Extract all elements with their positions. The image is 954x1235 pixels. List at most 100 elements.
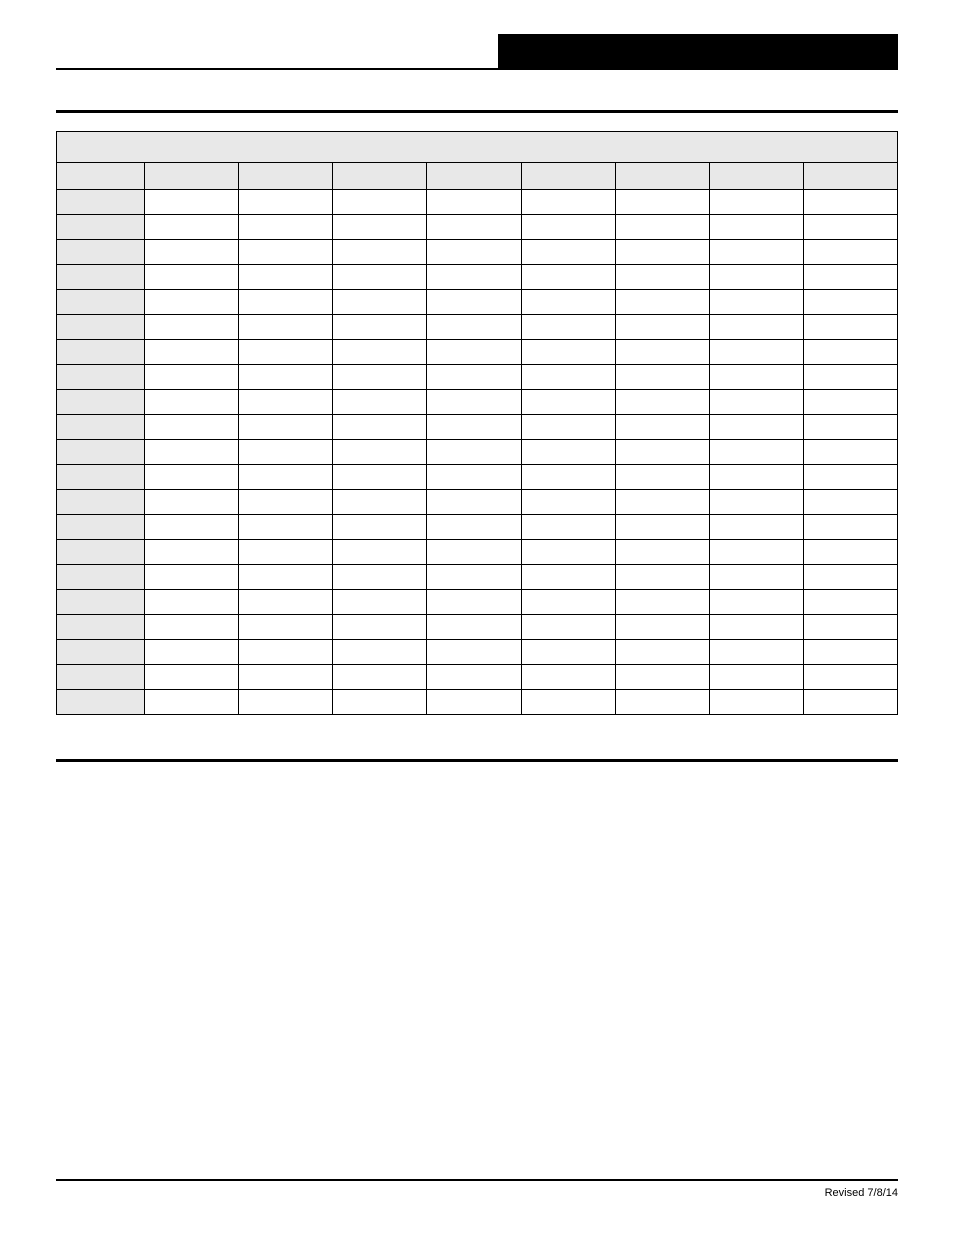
table-cell	[145, 665, 239, 690]
table-cell	[803, 465, 897, 490]
table-cell	[145, 240, 239, 265]
table-cell	[427, 590, 521, 615]
footer-rule	[56, 1179, 898, 1181]
table-cell	[427, 690, 521, 715]
table-cell	[521, 190, 615, 215]
table-cell	[145, 340, 239, 365]
table-title-row	[57, 132, 898, 163]
table-cell	[333, 215, 427, 240]
page-footer: Revised 7/8/14	[56, 1179, 898, 1199]
table-row-header	[57, 515, 145, 540]
table-cell	[239, 215, 333, 240]
table-cell	[239, 665, 333, 690]
table-cell	[709, 665, 803, 690]
table-cell	[709, 465, 803, 490]
table-row	[57, 665, 898, 690]
table-cell	[427, 240, 521, 265]
table-column-header	[521, 163, 615, 190]
table-cell	[333, 440, 427, 465]
table-row-header	[57, 340, 145, 365]
table-cell	[145, 315, 239, 340]
table-cell	[709, 540, 803, 565]
table-cell	[239, 440, 333, 465]
table-cell	[145, 565, 239, 590]
table-cell	[427, 665, 521, 690]
table-column-header	[803, 163, 897, 190]
table-cell	[521, 515, 615, 540]
table-cell	[239, 365, 333, 390]
table-cell	[709, 690, 803, 715]
table-row	[57, 490, 898, 515]
table-cell	[333, 615, 427, 640]
table-cell	[615, 265, 709, 290]
table-cell	[145, 365, 239, 390]
table-cell	[803, 390, 897, 415]
table-cell	[803, 365, 897, 390]
table-cell	[521, 415, 615, 440]
table-cell	[709, 440, 803, 465]
table-cell	[803, 615, 897, 640]
table-cell	[333, 340, 427, 365]
table-cell	[615, 540, 709, 565]
table-cell	[615, 215, 709, 240]
table-cell	[615, 340, 709, 365]
table-cell	[145, 540, 239, 565]
table-cell	[709, 290, 803, 315]
table-cell	[239, 290, 333, 315]
table-cell	[709, 265, 803, 290]
table-cell	[333, 315, 427, 340]
table-row-header	[57, 465, 145, 490]
table-cell	[333, 565, 427, 590]
table-cell	[427, 515, 521, 540]
table-cell	[521, 640, 615, 665]
table-cell	[427, 465, 521, 490]
table-row-header	[57, 215, 145, 240]
table-cell	[521, 565, 615, 590]
table-row	[57, 190, 898, 215]
table-cell	[709, 615, 803, 640]
header-left	[56, 34, 498, 68]
table-row	[57, 440, 898, 465]
table-cell	[803, 215, 897, 240]
table-cell	[709, 515, 803, 540]
table-cell	[239, 540, 333, 565]
table-cell	[427, 415, 521, 440]
document-page: Revised 7/8/14	[0, 0, 954, 1235]
table-cell	[803, 315, 897, 340]
table-cell	[427, 315, 521, 340]
table-cell	[615, 315, 709, 340]
table-row-header	[57, 240, 145, 265]
table-cell	[709, 415, 803, 440]
table-cell	[803, 565, 897, 590]
table-column-header	[239, 163, 333, 190]
table-cell	[521, 365, 615, 390]
revised-label: Revised 7/8/14	[56, 1187, 898, 1199]
table-row	[57, 540, 898, 565]
page-header	[56, 34, 898, 70]
table-cell	[803, 490, 897, 515]
table-column-header	[57, 163, 145, 190]
table-cell	[333, 390, 427, 415]
table-row	[57, 415, 898, 440]
table-cell	[145, 215, 239, 240]
table-row-header	[57, 615, 145, 640]
table-cell	[521, 340, 615, 365]
table-cell	[145, 265, 239, 290]
table-cell	[521, 615, 615, 640]
table-cell	[145, 390, 239, 415]
table-cell	[239, 340, 333, 365]
table-row-header	[57, 690, 145, 715]
table-row	[57, 240, 898, 265]
table-cell	[427, 365, 521, 390]
table-header-row	[57, 163, 898, 190]
table-row	[57, 590, 898, 615]
table-cell	[709, 390, 803, 415]
table-row	[57, 515, 898, 540]
table-cell	[239, 615, 333, 640]
table-column-header	[615, 163, 709, 190]
table-cell	[145, 640, 239, 665]
table-cell	[615, 565, 709, 590]
table-cell	[145, 615, 239, 640]
table-cell	[145, 490, 239, 515]
table-cell	[709, 365, 803, 390]
